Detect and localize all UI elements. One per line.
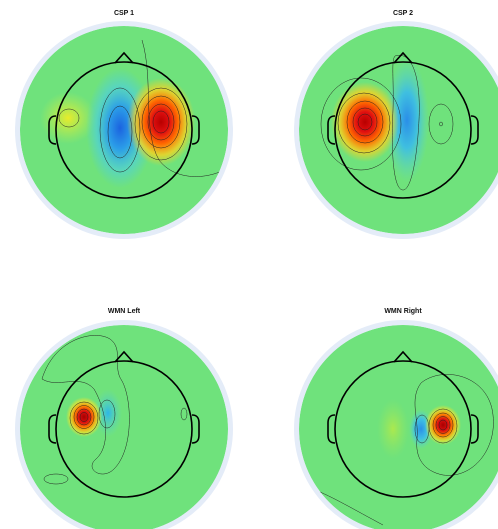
negative-blob bbox=[94, 389, 122, 437]
topomap-csp1 bbox=[15, 21, 233, 239]
panel-title-csp2: CSP 2 bbox=[392, 10, 414, 17]
positive-halo bbox=[377, 399, 409, 459]
positive-blob bbox=[66, 397, 102, 437]
topomap-wmn-left bbox=[15, 320, 233, 529]
topomap-csp2 bbox=[294, 21, 498, 239]
head-outline bbox=[48, 350, 200, 498]
field-background bbox=[20, 325, 228, 529]
head-outline bbox=[48, 51, 200, 199]
head-outline bbox=[327, 350, 479, 498]
contour-lines bbox=[58, 39, 225, 177]
negative-blob bbox=[385, 58, 429, 182]
topomap-wmn-right bbox=[294, 320, 498, 529]
panel-title-wmn-left: WMN Left bbox=[107, 308, 141, 315]
positive-blob bbox=[331, 82, 399, 162]
contour-lines bbox=[320, 55, 454, 191]
positive-blob bbox=[425, 405, 461, 445]
panel-title-wmn-right: WMN Right bbox=[384, 308, 422, 315]
head-outline bbox=[327, 51, 479, 199]
positive-blob bbox=[127, 78, 195, 166]
positive-blob-minor bbox=[40, 92, 96, 144]
panel-title-csp1: CSP 1 bbox=[113, 10, 135, 17]
contour-lines bbox=[41, 335, 188, 485]
